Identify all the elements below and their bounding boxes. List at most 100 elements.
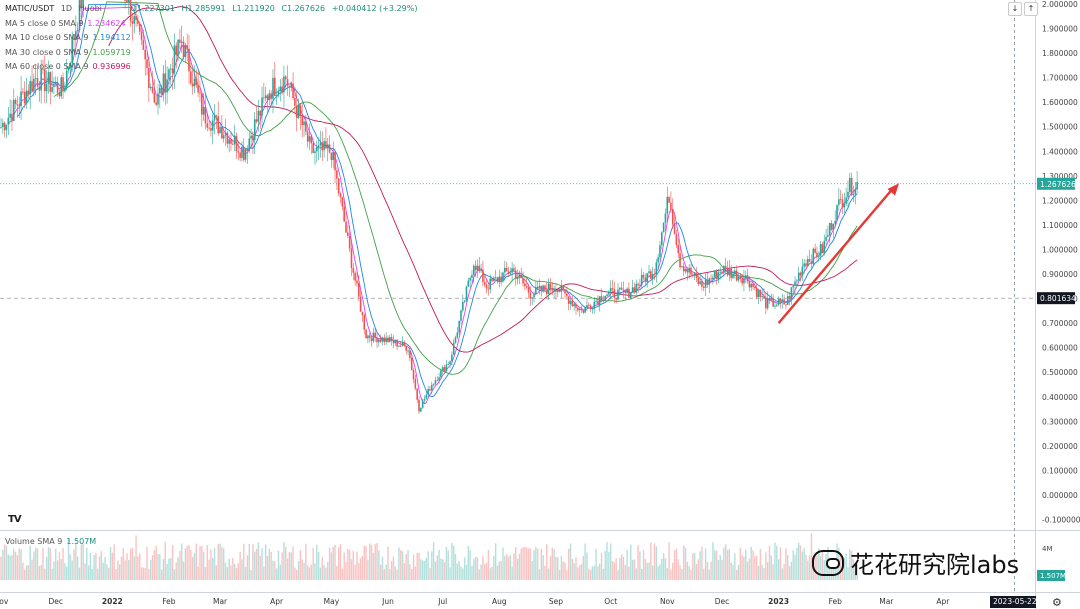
volume-bar <box>100 551 103 580</box>
candle-body <box>737 276 740 281</box>
volume-bar <box>754 556 756 580</box>
candle-body <box>175 45 178 56</box>
candle-body <box>536 286 539 289</box>
volume-bar <box>462 568 464 580</box>
candle-body <box>82 0 84 8</box>
candle-body <box>739 276 742 279</box>
volume-bar <box>706 561 709 580</box>
candle-body <box>608 291 610 295</box>
volume-bar <box>246 555 249 580</box>
candle-body <box>173 45 176 74</box>
candle-body <box>551 289 554 291</box>
candle-body <box>807 259 809 267</box>
candle-body <box>520 274 523 279</box>
ma5-legend[interactable]: MA 5 close 0 SMA 9 1.234624 <box>5 17 417 32</box>
volume-bar <box>746 561 749 580</box>
candle-body <box>849 177 851 192</box>
volume-bar <box>2 549 4 580</box>
y-tick-label: 1.500000 <box>1042 123 1078 132</box>
candle-body <box>582 310 585 313</box>
volume-bar <box>613 562 616 580</box>
candle-body <box>290 83 293 88</box>
candle-body <box>792 285 795 288</box>
volume-bar <box>25 565 28 580</box>
candle-body <box>239 152 241 158</box>
volume-bar <box>232 557 234 580</box>
price-axis[interactable]: 2.000000 1.900000 1.800000 1.700000 1.600000… <box>1042 0 1080 525</box>
volume-bar <box>436 555 438 580</box>
volume-bar <box>14 551 17 580</box>
volume-bar <box>98 556 101 580</box>
candle-body <box>124 0 126 1</box>
candle-body <box>272 77 274 99</box>
volume-bar <box>697 559 700 580</box>
candle-body <box>830 222 833 230</box>
volume-bar <box>849 549 851 580</box>
candle-body <box>392 340 395 344</box>
volume-bar <box>768 545 771 580</box>
volume-bar <box>233 563 236 580</box>
candle-body <box>648 271 650 274</box>
candle-body <box>341 197 344 207</box>
candle-body <box>580 308 583 311</box>
candle-body <box>664 213 667 223</box>
candle-body <box>410 358 413 371</box>
volume-bar <box>438 549 440 580</box>
volume-bar <box>609 543 612 580</box>
volume-bar <box>217 544 219 580</box>
candle-body <box>681 266 683 268</box>
candle-body <box>372 332 375 342</box>
volume-bar <box>222 548 225 580</box>
candle-body <box>816 252 818 257</box>
volume-bar <box>748 558 751 580</box>
volume-bar <box>715 550 718 580</box>
scroll-up-button[interactable]: ↑ <box>1024 2 1038 16</box>
candle-body <box>533 294 535 298</box>
time-axis[interactable]: Nov Dec 2022 Feb Mar Apr May Jun Jul Aug Sep Oct Nov… <box>0 597 1006 606</box>
candle-body <box>463 300 466 303</box>
volume-bar <box>93 554 95 580</box>
volume-bar <box>321 557 323 580</box>
candle-body <box>540 285 543 292</box>
candle-body <box>719 271 722 273</box>
ma30-legend[interactable]: MA 30 close 0 SMA 9 1.059719 <box>5 46 417 61</box>
volume-bar <box>484 563 486 580</box>
candle-body <box>821 244 824 254</box>
tradingview-logo[interactable]: TV <box>8 514 22 525</box>
candle-body <box>29 81 32 95</box>
volume-bar <box>244 567 247 580</box>
candle-body <box>14 99 17 104</box>
ma10-legend[interactable]: MA 10 close 0 SMA 9 1.194112 <box>5 31 417 46</box>
volume-bar <box>365 546 367 580</box>
volume-bar <box>69 554 72 580</box>
candles <box>0 0 858 414</box>
settings-gear-icon[interactable]: ⚙ <box>1052 596 1062 609</box>
candle-body <box>244 148 247 160</box>
candle-body <box>699 281 701 285</box>
ma60-legend[interactable]: MA 60 close 0 SMA 9 0.936996 <box>5 60 417 75</box>
volume-bar <box>620 554 623 580</box>
candle-body <box>441 367 444 371</box>
volume-bar <box>810 533 813 580</box>
symbol-header[interactable]: MATIC/USDT 1D Huobi O1.227301 H1.285991 … <box>5 2 417 17</box>
arrow-head <box>887 183 900 196</box>
volume-legend[interactable]: Volume SMA 9 1.507M <box>5 537 96 546</box>
candle-body <box>615 297 617 300</box>
candle-body <box>677 245 680 254</box>
candle-body <box>180 41 183 43</box>
candle-body <box>688 267 690 273</box>
scroll-down-button[interactable]: ↓ <box>1008 2 1022 16</box>
volume-bar <box>378 550 380 580</box>
volume-bar <box>254 551 256 580</box>
volume-axis-tick: 4M <box>1042 545 1053 553</box>
candle-body <box>562 285 565 290</box>
volume-bar <box>723 547 725 580</box>
volume-bar <box>75 542 77 580</box>
volume-bar <box>427 551 429 580</box>
candle-body <box>246 148 249 151</box>
volume-bar <box>285 546 287 580</box>
candle-body <box>724 266 727 268</box>
x-tick-label: Apr <box>936 597 950 606</box>
